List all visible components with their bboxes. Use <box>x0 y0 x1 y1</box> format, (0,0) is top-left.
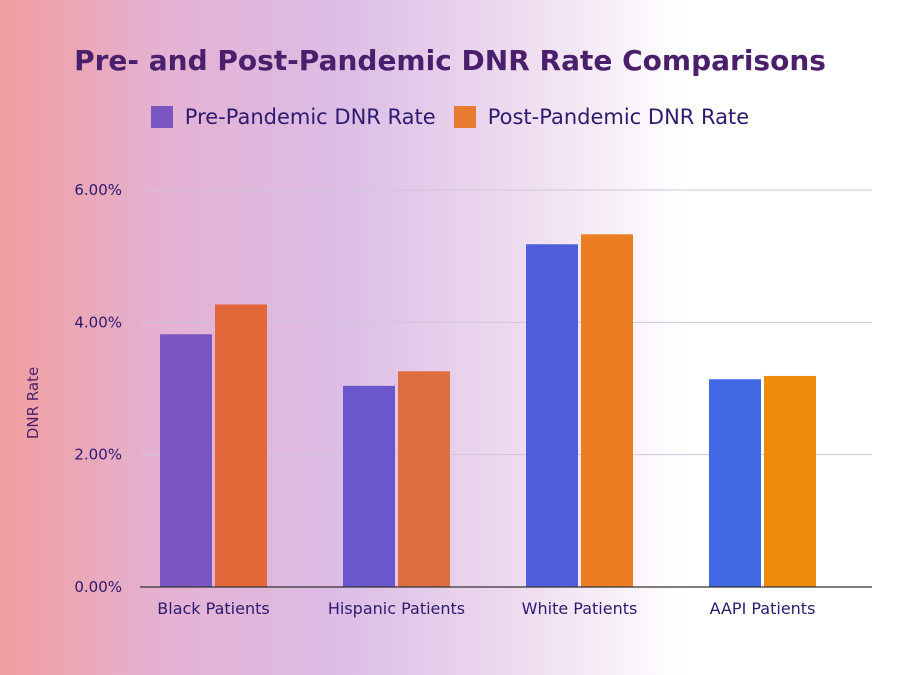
bar-post-0[interactable] <box>215 304 267 587</box>
y-tick-label: 6.00% <box>74 181 122 199</box>
bar-post-1[interactable] <box>398 371 450 587</box>
y-tick-label: 4.00% <box>74 313 122 331</box>
bar-pre-0[interactable] <box>160 334 212 587</box>
y-axis-title: DNR Rate <box>24 367 42 439</box>
legend: Pre-Pandemic DNR Rate Post-Pandemic DNR … <box>0 105 900 129</box>
legend-swatch-post <box>453 106 476 128</box>
legend-label-post: Post-Pandemic DNR Rate <box>487 105 750 129</box>
x-tick-label: Black Patients <box>157 599 269 618</box>
legend-item-pre[interactable]: Pre-Pandemic DNR Rate <box>150 105 436 129</box>
legend-label-pre: Pre-Pandemic DNR Rate <box>184 105 436 129</box>
axes: 0.00% 2.00% 4.00% 6.00% Black Patients Hispan… <box>74 181 872 618</box>
legend-swatch-pre <box>150 106 173 128</box>
legend-item-post[interactable]: Post-Pandemic DNR Rate <box>453 105 750 129</box>
bar-pre-2[interactable] <box>526 244 578 588</box>
chart-title: Pre- and Post-Pandemic DNR Rate Comparis… <box>74 44 826 77</box>
x-tick-label: Hispanic Patients <box>328 599 465 618</box>
bar-post-2[interactable] <box>581 234 633 587</box>
bar-pre-3[interactable] <box>709 379 761 587</box>
bars <box>160 234 816 588</box>
bar-pre-1[interactable] <box>343 385 395 587</box>
x-tick-label: AAPI Patients <box>710 599 816 618</box>
bar-post-3[interactable] <box>764 375 816 587</box>
y-tick-label: 2.00% <box>74 446 122 464</box>
x-tick-label: White Patients <box>522 599 638 618</box>
y-tick-label: 0.00% <box>74 578 122 596</box>
